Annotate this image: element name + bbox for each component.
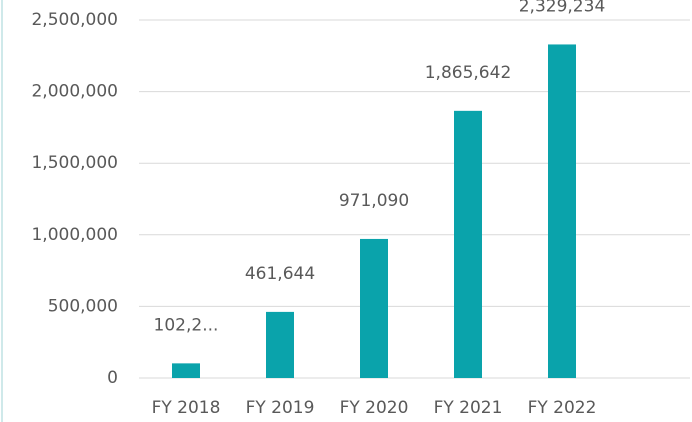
y-tick-label: 1,500,000	[31, 153, 118, 173]
data-label: 461,644	[245, 264, 315, 284]
y-tick-label: 1,000,000	[31, 225, 118, 245]
bar	[266, 311, 294, 378]
x-tick-label: FY 2020	[340, 398, 409, 418]
data-label: 2,329,234	[519, 0, 606, 16]
x-tick-label: FY 2019	[246, 398, 315, 418]
y-tick-label: 2,000,000	[31, 82, 118, 102]
data-label: 971,090	[339, 191, 409, 211]
x-tick-label: FY 2021	[434, 398, 503, 418]
bar	[360, 238, 388, 378]
bar	[454, 110, 482, 379]
bar	[548, 44, 576, 379]
data-label: 1,865,642	[425, 63, 512, 83]
y-tick-label: 2,500,000	[31, 10, 118, 30]
y-tick-label: 500,000	[48, 296, 118, 316]
bar	[172, 363, 200, 378]
data-label: 102,2...	[154, 315, 219, 335]
y-tick-label: 0	[107, 368, 118, 388]
x-tick-label: FY 2022	[528, 398, 597, 418]
x-tick-label: FY 2018	[152, 398, 221, 418]
